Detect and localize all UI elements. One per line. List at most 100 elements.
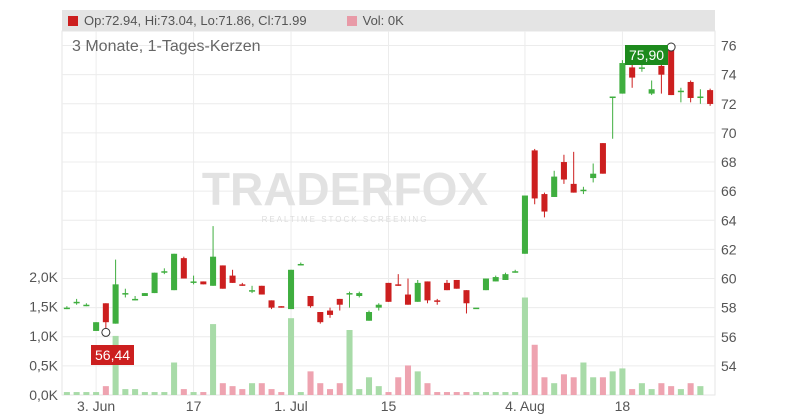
- volume-bar: [161, 392, 168, 395]
- candle-body: [122, 293, 129, 295]
- candle-body: [141, 293, 148, 296]
- volume-bar: [83, 392, 90, 395]
- watermark-tagline: REALTIME STOCK SCREENING: [262, 215, 429, 224]
- date-tick-label: 1. Jul: [274, 398, 307, 414]
- volume-bar: [541, 377, 548, 395]
- candle-body: [668, 47, 675, 96]
- candle-body: [171, 253, 178, 291]
- candle-body: [327, 310, 334, 315]
- volume-bar: [404, 365, 412, 395]
- candle-body: [473, 307, 480, 310]
- candle-body: [609, 96, 616, 99]
- volume-bar: [141, 392, 148, 395]
- candle-body: [619, 63, 626, 94]
- candle-body: [502, 274, 509, 280]
- volume-bar: [414, 371, 421, 395]
- grid-lines: [61, 30, 716, 396]
- candle-body: [521, 195, 528, 254]
- date-axis: 3. Jun 17 1. Jul 15 4. Aug 18: [77, 398, 630, 414]
- candle-body: [112, 284, 119, 324]
- volume-bar: [551, 383, 558, 395]
- volume-bar: [229, 386, 236, 395]
- volume-bar: [687, 383, 694, 395]
- volume-bar: [629, 389, 636, 395]
- price-tick-label: 68: [721, 154, 737, 170]
- candle-body: [132, 298, 139, 301]
- candle-body: [249, 290, 256, 292]
- volume-bar: [463, 392, 470, 395]
- candle-body: [258, 285, 265, 295]
- candle-body: [492, 277, 499, 282]
- volume-readout: Vol: 0K: [362, 13, 404, 28]
- candle-body: [687, 81, 694, 98]
- candle-body: [83, 304, 90, 307]
- volume-tick-label: 2,0K: [29, 269, 58, 285]
- candle-body: [404, 294, 412, 305]
- max-price-badge: 75,90: [625, 45, 669, 65]
- volume-bar: [385, 392, 392, 395]
- volume-bar: [590, 377, 597, 395]
- candle-body: [707, 90, 714, 104]
- volume-legend-swatch: [346, 15, 357, 26]
- candle-body: [395, 284, 402, 286]
- price-tick-label: 76: [721, 38, 737, 54]
- volume-bar: [375, 386, 382, 395]
- candle-body: [73, 301, 80, 304]
- volume-bar: [648, 389, 655, 395]
- volume-bar: [336, 383, 343, 395]
- price-candles: [63, 47, 714, 333]
- volume-bar: [356, 389, 363, 395]
- volume-bar: [200, 392, 207, 395]
- candle-body: [93, 322, 100, 331]
- watermark-logo: TRADERFOX: [202, 163, 489, 215]
- candle-body: [102, 303, 109, 323]
- candle-body: [580, 189, 587, 192]
- candle-body: [229, 275, 236, 283]
- volume-bar: [609, 371, 616, 395]
- candle-body: [453, 279, 460, 289]
- volume-bar: [297, 392, 304, 395]
- candle-body: [219, 265, 226, 289]
- volume-bar: [395, 377, 402, 395]
- volume-bar: [453, 392, 460, 395]
- volume-tick-label: 1,0K: [29, 328, 58, 344]
- candle-body: [434, 300, 441, 302]
- ohlc-readout: Op:72.94, Hi:73.04, Lo:71.86, Cl:71.99: [84, 13, 307, 28]
- date-tick-label: 3. Jun: [77, 398, 115, 414]
- candle-body: [482, 278, 489, 291]
- price-tick-label: 72: [721, 96, 737, 112]
- date-tick-label: 15: [381, 398, 397, 414]
- volume-bar: [93, 392, 100, 395]
- volume-bar: [443, 392, 450, 395]
- volume-bar: [258, 383, 265, 395]
- volume-bar: [63, 392, 70, 395]
- candle-body: [541, 194, 548, 212]
- price-tick-label: 58: [721, 300, 737, 316]
- candle-body: [629, 67, 636, 78]
- candle-body: [346, 293, 353, 295]
- volume-bar: [619, 368, 626, 395]
- candle-body: [677, 90, 684, 93]
- volume-bar: [327, 389, 334, 395]
- min-price-marker: [101, 327, 111, 337]
- volume-bar: [102, 386, 109, 395]
- volume-axis: 0,0K 0,5K 1,0K 1,5K 2,0K: [29, 269, 58, 403]
- candle-body: [307, 295, 314, 307]
- candle-body: [268, 300, 275, 308]
- volume-bar: [180, 389, 187, 395]
- candle-body: [288, 269, 295, 310]
- max-price-marker: [666, 42, 676, 52]
- volume-bar: [365, 377, 373, 395]
- candle-body: [297, 263, 304, 266]
- volume-tick-label: 0,5K: [29, 357, 58, 373]
- candle-body: [570, 183, 577, 193]
- price-axis: 54 56 58 60 62 64 66 68 70 72 74 76: [721, 38, 737, 374]
- volume-tick-label: 0,0K: [29, 387, 58, 403]
- volume-bar: [268, 389, 275, 395]
- candle-body: [648, 89, 655, 94]
- volume-bar: [249, 383, 256, 395]
- volume-bar: [697, 386, 704, 395]
- volume-bar: [122, 389, 129, 395]
- volume-bar: [521, 297, 528, 395]
- volume-bar: [677, 389, 684, 395]
